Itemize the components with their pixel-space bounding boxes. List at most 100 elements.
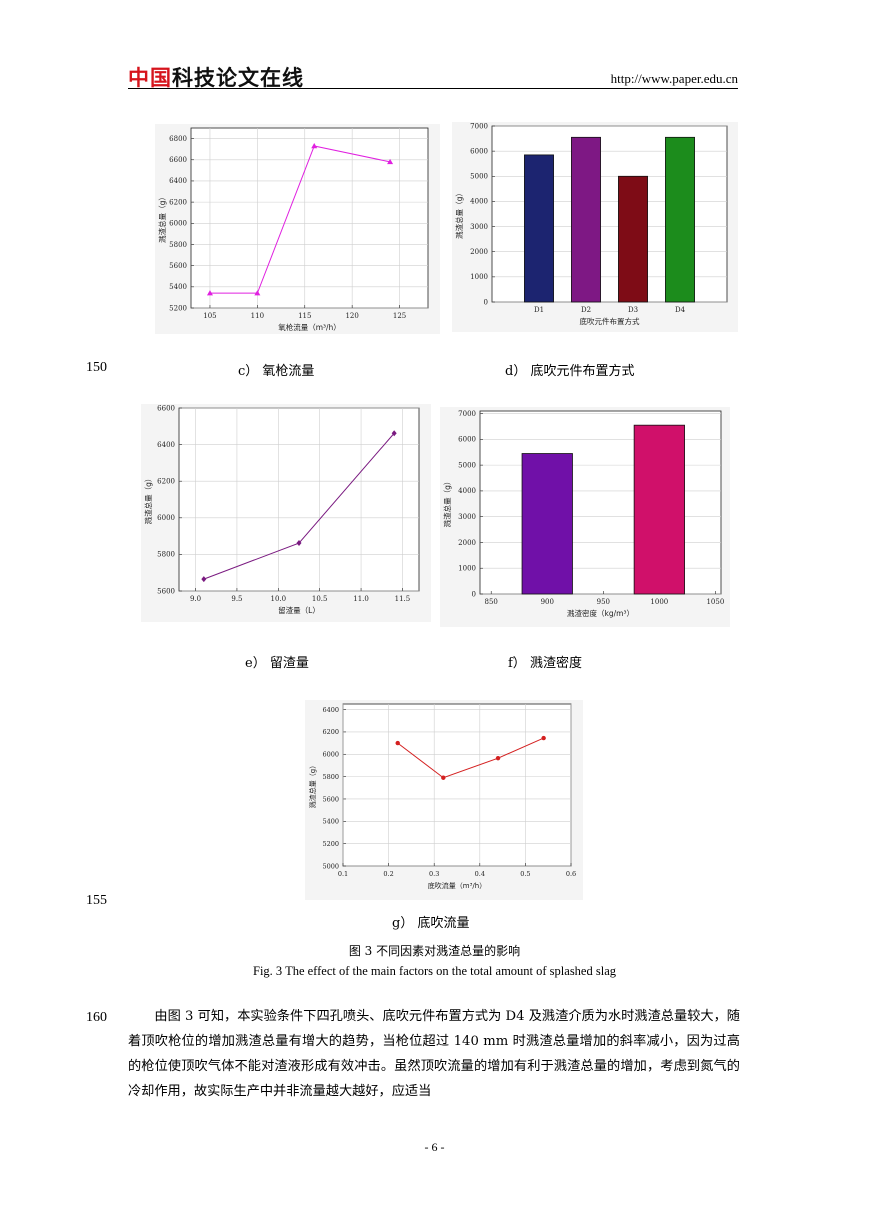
data-point: [311, 143, 318, 149]
bar: [524, 154, 554, 303]
plot-area: [190, 127, 429, 309]
x-tick-label: 120: [345, 312, 358, 320]
logo-red-text: 中国: [128, 66, 172, 90]
x-tick-label: 125: [393, 312, 406, 320]
x-tick-label: 900: [541, 598, 554, 606]
line-number-150: 150: [86, 360, 107, 375]
x-tick-label: 0.3: [429, 870, 439, 878]
y-tick-label: 7000: [470, 122, 488, 130]
y-tick-label: 5000: [470, 173, 488, 181]
caption-d: d） 底吹元件布置方式: [505, 364, 635, 379]
x-tick-label: 0.5: [520, 870, 530, 878]
page-number: - 6 -: [424, 1140, 445, 1154]
chart-f: 0 1000 2000 3000 4000 5000 6000 7000 850 900 950 10…: [440, 407, 730, 627]
x-tick-label: 0.1: [338, 870, 348, 878]
x-axis-label: 溅渣密度（kg/m³）: [567, 608, 634, 618]
y-tick-label: 5400: [169, 283, 187, 291]
y-tick-label: 6400: [169, 177, 187, 185]
y-tick-label: 5600: [157, 587, 175, 595]
figure-title-zh: 图 3 不同因素对溅渣总量的影响: [348, 944, 521, 958]
header-rule: [128, 88, 738, 89]
chart-g: 5000 5200 5400 5600 5800 6000 6200 6400 0.1 0.2 0.…: [305, 700, 583, 900]
y-tick-label: 0: [484, 298, 488, 306]
caption-f: f） 溅渣密度: [508, 656, 582, 671]
bar: [633, 424, 685, 595]
y-tick-label: 5800: [322, 773, 339, 781]
line-number-160: 160: [86, 1010, 107, 1025]
y-tick-label: 6000: [470, 147, 488, 155]
body-paragraph: 由图 3 可知，本实验条件下四孔喷头、底吹元件布置方式为 D4 及溅渣介质为水时…: [128, 1004, 740, 1104]
line-number-155: 155: [86, 893, 107, 908]
y-tick-label: 6200: [157, 478, 175, 486]
y-tick-label: 4000: [470, 198, 488, 206]
y-tick-label: 3000: [470, 223, 488, 231]
y-tick-label: 5400: [322, 818, 339, 826]
x-tick-label: 950: [597, 598, 610, 606]
y-tick-label: 6000: [157, 514, 175, 522]
y-axis-label: 溅渣总量（g）: [157, 193, 167, 243]
paragraph-text: 由图 3 可知，本实验条件下四孔喷头、底吹元件布置方式为 D4 及溅渣介质为水时…: [128, 1009, 740, 1099]
x-tick-label: 0.4: [475, 870, 485, 878]
y-tick-label: 6800: [169, 135, 187, 143]
chart-c: 5200 5400 5600 5800 6000 6200 6400 6600 6800 105 1…: [155, 124, 440, 334]
caption-g: g） 底吹流量: [392, 916, 470, 931]
y-tick-label: 5800: [157, 551, 175, 559]
x-axis-label: 底吹流量（m³/h）: [428, 881, 486, 890]
data-point: [495, 755, 501, 761]
y-axis-label: 溅渣总量（g）: [454, 189, 464, 239]
y-tick-label: 5000: [322, 862, 339, 870]
y-tick-label: 0: [472, 590, 476, 598]
bar: [521, 453, 573, 595]
chart-d: 0 1000 2000 3000 4000 5000 6000 7000 D1 D2 D3 D4 底吹元…: [452, 122, 738, 332]
y-tick-label: 3000: [458, 513, 476, 521]
y-tick-label: 6200: [322, 728, 339, 736]
y-tick-label: 5000: [458, 461, 476, 469]
series-line: [209, 145, 391, 294]
x-tick-label: 115: [298, 312, 311, 320]
y-tick-label: 2000: [458, 539, 476, 547]
x-tick-label: 1000: [650, 598, 668, 606]
plot-area: [178, 407, 420, 592]
x-tick-label: 0.2: [383, 870, 393, 878]
x-axis-label: 底吹元件布置方式: [580, 316, 640, 326]
y-tick-label: 6400: [157, 441, 175, 449]
x-tick-label: 10.5: [312, 595, 328, 603]
data-point: [391, 430, 397, 437]
caption-e: e） 留渣量: [245, 656, 309, 671]
bar: [665, 136, 695, 303]
data-point: [201, 576, 207, 583]
data-point: [387, 158, 394, 165]
y-tick-label: 5600: [169, 262, 187, 270]
x-tick-label: 9.5: [231, 595, 242, 603]
chart-e: 5600 5800 6000 6200 6400 6600 9.0 9.5 10.0 10.5 11…: [141, 404, 431, 622]
x-tick-label: 110: [251, 312, 264, 320]
y-tick-label: 6200: [169, 198, 187, 206]
data-point: [395, 740, 400, 746]
x-axis-label: 留渣量（L）: [278, 605, 320, 615]
y-tick-label: 5200: [169, 304, 187, 312]
y-tick-label: 6400: [322, 706, 339, 714]
y-axis-label: 溅渣总量（g）: [143, 475, 153, 525]
x-tick-label: D2: [581, 306, 591, 314]
plot-area: [342, 703, 572, 867]
y-tick-label: 5600: [322, 795, 339, 803]
data-point: [441, 775, 446, 780]
header-url[interactable]: http://www.paper.edu.cn: [610, 71, 738, 86]
data-point: [541, 735, 546, 741]
caption-c: c） 氧枪流量: [238, 364, 315, 379]
y-tick-label: 6000: [322, 751, 339, 759]
x-tick-label: D3: [628, 306, 638, 314]
x-tick-label: 0.6: [566, 870, 576, 878]
x-tick-label: 850: [485, 598, 498, 606]
y-tick-label: 6600: [169, 156, 187, 164]
y-tick-label: 1000: [470, 273, 488, 281]
series-line: [397, 737, 544, 779]
x-tick-label: 11.0: [353, 595, 369, 603]
figure-title-en: Fig. 3 The effect of the main factors on…: [253, 964, 616, 978]
x-tick-label: D4: [675, 306, 686, 314]
y-tick-label: 6600: [157, 404, 175, 412]
y-axis-label: 溅渣总量（g）: [442, 478, 452, 528]
y-tick-label: 5200: [322, 840, 339, 848]
data-point: [296, 540, 302, 547]
y-tick-label: 7000: [458, 410, 476, 418]
